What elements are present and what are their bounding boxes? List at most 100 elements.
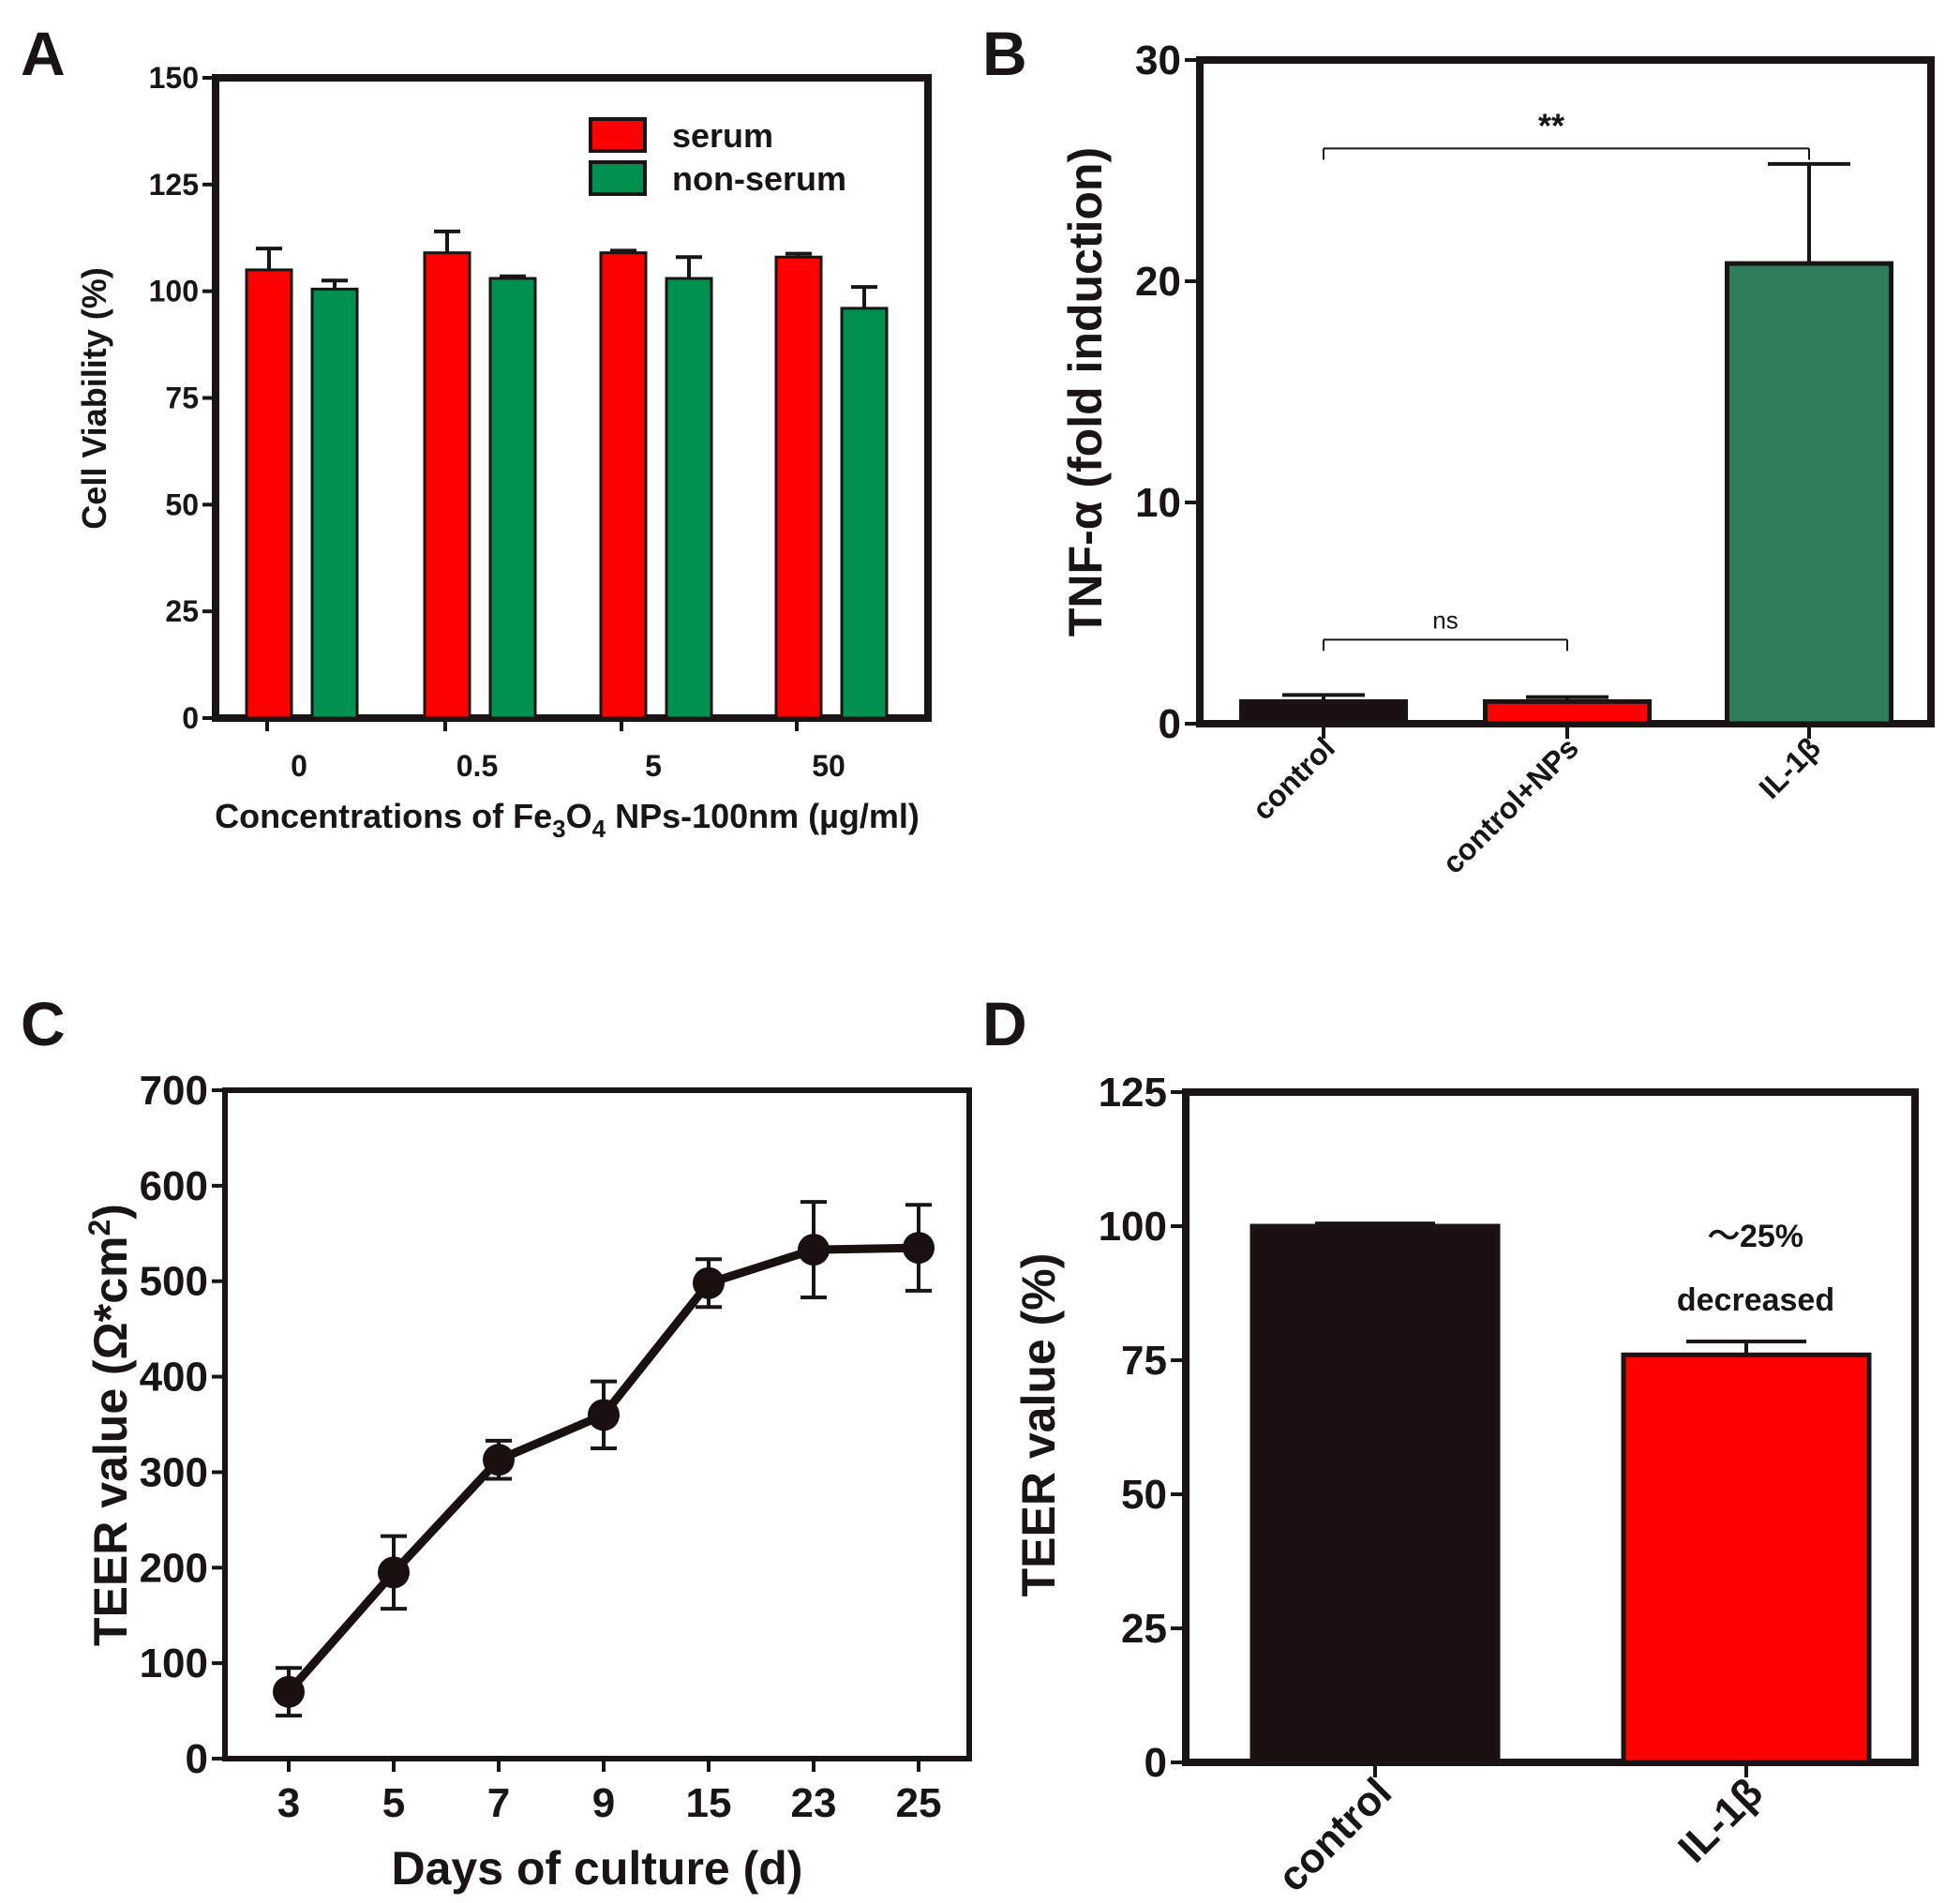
panel-c-xtick-label: 9 [592,1780,615,1826]
panel-c-xtick-label: 7 [487,1780,510,1826]
panel-a-errorbar [434,229,460,253]
panel-c-point-day-15 [693,1266,725,1299]
panel-letter-c: C [21,989,66,1058]
panel-d: D 0 25 50 75 100 125 control IL-1β TEER value … [982,989,1919,1901]
panel-d-xtick-label: control [1269,1769,1400,1900]
panel-c-frame [222,1087,972,1761]
panel-c-ylabel: TEER value (Ω*cm2) [82,1204,137,1646]
panel-c-ytick-label: 100 [140,1641,208,1686]
panel-b-significance-label: ** [1538,106,1564,144]
panel-b-errorbar [1768,161,1850,264]
panel-a-xtick-label: 0.5 [456,749,498,783]
panel-b-bar-control+NPs [1483,698,1652,727]
panel-c-ytick-label: 200 [140,1545,208,1591]
panel-d-bar-IL-1β [1621,1352,1872,1765]
legend-swatch-serum [589,117,647,153]
panel-a-errorbar [610,248,636,253]
panel-b-significance-bracket: ns [1323,606,1568,652]
panel-a-errorbar [322,278,348,290]
panel-c-xtick-label: 25 [896,1780,942,1826]
panel-a-bar-serum-0.5 [423,251,471,720]
panel-d-ytick-label: 75 [1121,1338,1167,1384]
panel-a-bar-non-serum-0.5 [488,277,537,720]
panel-c: C 0 100 200 300 400 500 600 700 3 5 7 9 15 23 25 Days… [21,989,972,1895]
panel-a-xlabel: Concentrations of Fe3O4 NPs-100nm (µg/ml… [215,797,920,843]
panel-b-ytick-label: 10 [1135,480,1181,526]
panel-d-annotation-percent: ～25% [1708,1219,1803,1254]
panel-a-ylabel: Cell Viability (%) [75,267,113,529]
panel-b-significance-label: ns [1432,606,1458,634]
panel-a-bar-non-serum-50 [840,307,889,720]
panel-c-xtick-label: 23 [791,1780,837,1826]
panel-b-ytick-label: 20 [1135,259,1181,305]
panel-a-errorbar [500,274,526,279]
panel-c-point-day-9 [588,1399,620,1431]
panel-a-xtick-label: 0 [291,749,307,783]
panel-b-xtick-label: control+NPs [1436,730,1585,879]
panel-b-xtick-label: IL-1β [1752,730,1826,804]
panel-b-errorbar [1282,693,1365,702]
panel-c-ytick-label: 400 [140,1355,208,1401]
panel-b-bar-control [1239,698,1408,727]
panel-a-bar-non-serum-0 [310,287,359,720]
panel-a-bar-serum-0 [245,268,293,720]
panel-a-ytick-label: 100 [149,275,199,308]
panel-d-errorbar [1686,1339,1806,1356]
panel-d-errorbar [1315,1221,1435,1226]
panel-d-ytick-label: 0 [1145,1740,1167,1786]
panel-a-ytick-label: 75 [165,382,199,415]
panel-a-errorbar [256,247,282,270]
panel-b-ylabel: TNF-α (fold induction) [1059,147,1112,637]
legend-label-serum: serum [672,116,773,155]
panel-c-xtick-label: 5 [382,1780,405,1826]
panel-a-errorbar [676,255,702,279]
panel-c-xtick-label: 3 [277,1780,300,1826]
panel-b-xtick-label: control [1246,730,1341,826]
panel-letter-a: A [21,19,66,88]
panel-b-bar-IL-1β [1725,261,1893,727]
panel-a-ytick-label: 50 [165,487,199,521]
panel-b: B 0 10 20 30 control control+NPs IL-1β ** ns T… [982,19,1935,880]
panel-d-bar-control [1249,1223,1501,1765]
panel-a-bar-serum-5 [599,251,648,720]
panel-d-ytick-label: 25 [1121,1606,1167,1652]
panel-c-point-day-3 [273,1675,305,1708]
panel-c-ytick-label: 700 [140,1068,208,1114]
panel-d-annotation-decreased: decreased [1677,1282,1834,1318]
panel-c-ytick-label: 0 [186,1736,208,1782]
panel-a-errorbar [851,285,877,308]
panel-c-series-line [285,1243,920,1695]
panel-c-point-day-25 [903,1232,935,1265]
panel-a-xtick-label: 5 [645,749,662,783]
panel-a-ytick-label: 125 [149,168,199,202]
panel-a-bar-serum-50 [774,255,823,720]
legend-swatch-non-serum [589,160,647,196]
panel-a-ytick-label: 150 [149,61,199,95]
panel-b-errorbar [1526,695,1608,702]
panel-letter-b: B [982,19,1027,88]
panel-d-ylabel: TEER value (%) [1012,1253,1065,1597]
panel-b-ytick-label: 0 [1159,701,1181,747]
panel-d-frame [1182,1088,1919,1766]
panel-d-ytick-label: 100 [1099,1204,1167,1250]
panel-letter-d: D [982,989,1027,1058]
panel-c-ytick-label: 600 [140,1163,208,1209]
panel-a-errorbar [785,251,812,258]
panel-d-xtick-label: IL-1β [1669,1769,1772,1871]
panel-c-point-day-7 [483,1444,515,1476]
panel-c-ytick-label: 300 [140,1449,208,1495]
panel-a-legend: serum non-serum [589,116,846,198]
panel-d-ytick-label: 50 [1121,1472,1167,1518]
panel-d-ytick-label: 125 [1099,1070,1167,1116]
panel-c-xtick-label: 15 [686,1780,732,1826]
panel-a-ytick-label: 0 [182,701,199,735]
panel-b-ytick-label: 30 [1135,37,1181,83]
panel-a-ytick-label: 25 [165,594,199,628]
panel-c-xlabel: Days of culture (d) [392,1842,803,1895]
panel-c-point-day-5 [378,1556,410,1589]
panel-a: A 0 25 50 75 100 125 150 0 0.5 5 50 Cell Viabilit… [21,19,932,843]
panel-a-xtick-label: 50 [812,749,845,783]
legend-label-non-serum: non-serum [672,159,846,198]
panel-c-ytick-label: 500 [140,1259,208,1305]
